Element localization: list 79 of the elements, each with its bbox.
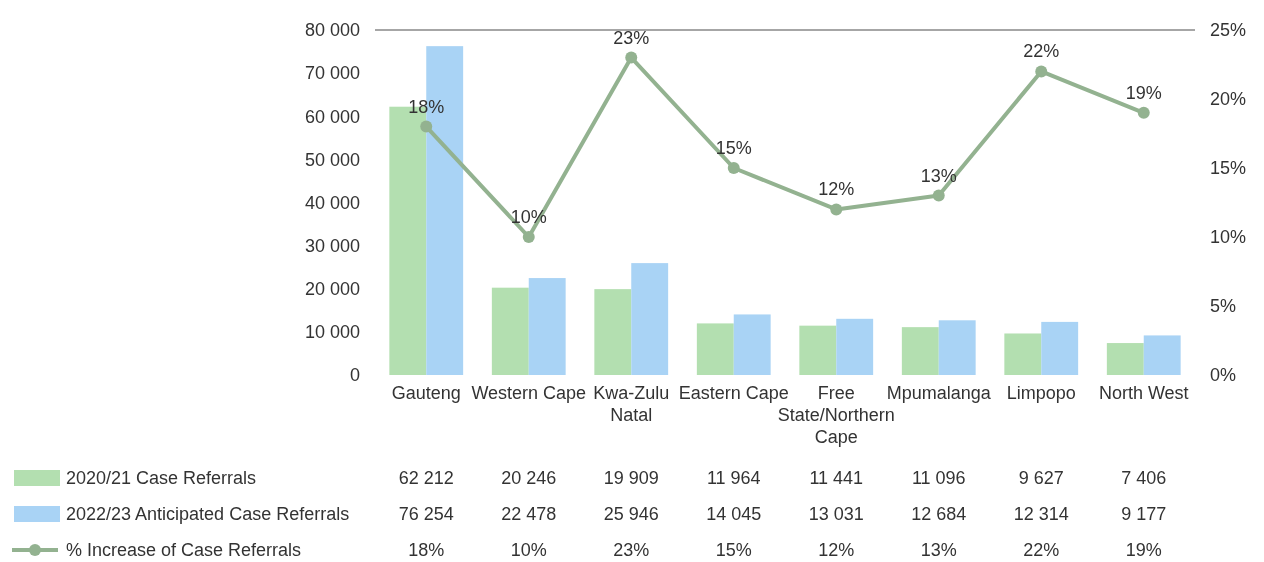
bar (528, 278, 566, 375)
point (1137, 106, 1150, 119)
text: 22% (1023, 41, 1060, 62)
data-label: 10% (510, 540, 547, 560)
y-tick-label: 70 000 (304, 63, 360, 84)
legend-label: 2020/21 Case Referrals (66, 468, 257, 488)
x-tick-label: Western Cape (471, 383, 587, 403)
data-label: 19% (1125, 540, 1162, 560)
data-label: 62 212 (398, 468, 454, 488)
y2-tick-label: 20% (1210, 89, 1247, 110)
bar (901, 327, 939, 375)
data-label: 9 627 (1018, 468, 1064, 488)
bar (594, 289, 632, 375)
y-tick-label: 80 000 (304, 20, 360, 41)
data-label: 76 254 (398, 504, 454, 524)
bar (1041, 321, 1079, 375)
y-tick-label: 20 000 (304, 279, 360, 300)
data-label: 7 406 (1121, 468, 1167, 488)
y-tick-label: 40 000 (304, 192, 360, 213)
data-label: 22% (1023, 540, 1060, 560)
x-tick-label: Limpopo (1006, 383, 1076, 403)
data-label: 15% (715, 540, 752, 560)
data-label: 12 684 (911, 504, 967, 524)
data-label: 11 441 (809, 468, 864, 488)
x-tick-label: Mpumalanga (886, 383, 992, 403)
y-tick-label: 0 (349, 365, 360, 386)
data-label: 19 909 (603, 468, 659, 488)
y2-tick-label: 5% (1210, 296, 1237, 317)
data-label: 22 478 (501, 504, 557, 524)
y-tick-label: 30 000 (304, 235, 360, 256)
legend-label: 2022/23 Anticipated Case Referrals (66, 504, 350, 524)
text: 10% (510, 207, 547, 227)
x-tick-label: North West (1098, 383, 1189, 403)
point (625, 51, 638, 64)
text: 19% (1125, 82, 1162, 103)
data-label: 14 045 (706, 504, 762, 524)
x-tick-label: Eastern Cape (678, 383, 789, 403)
point (830, 203, 843, 216)
data-label: 23% (613, 540, 650, 560)
y2-tick-label: 10% (1210, 227, 1247, 248)
point (932, 189, 945, 202)
data-label: 11 096 (911, 468, 966, 488)
point (727, 162, 740, 174)
data-label: 20 246 (501, 468, 557, 488)
x-tick-label: Kwa-Zulu Natal (593, 383, 670, 425)
bar (836, 318, 874, 375)
text: 12% (818, 179, 855, 200)
data-label: 12 314 (1013, 504, 1069, 524)
legend-label: % Increase of Case Referrals (66, 540, 302, 560)
bar (491, 287, 529, 375)
bar (1106, 343, 1144, 375)
data-label: 13% (920, 540, 957, 560)
text: 23% (613, 27, 650, 48)
bar (1143, 335, 1181, 375)
point (420, 120, 433, 133)
text: 15% (715, 138, 752, 158)
y2-tick-label: 0% (1210, 365, 1237, 386)
text: 18% (408, 96, 445, 117)
y-tick-label: 10 000 (304, 322, 360, 343)
y-tick-label: 60 000 (304, 106, 360, 127)
point (1035, 65, 1048, 78)
y2-tick-label: 15% (1210, 158, 1247, 179)
point (522, 231, 535, 243)
y-tick-label: 50 000 (304, 149, 360, 170)
bar (799, 325, 837, 375)
text: 13% (920, 165, 957, 186)
data-label: 25 946 (603, 504, 659, 524)
y2-tick-label: 25% (1210, 20, 1247, 41)
bar (696, 323, 734, 375)
data-label: 9 177 (1121, 504, 1167, 524)
data-label: 13 031 (808, 504, 864, 524)
bar (938, 320, 976, 375)
bar (733, 314, 771, 375)
bar (1004, 333, 1042, 375)
x-tick-label: Gauteng (391, 383, 461, 403)
bar (631, 263, 669, 375)
data-label: 11 964 (706, 468, 761, 488)
data-label: 12% (818, 540, 855, 560)
data-label: 18% (408, 540, 445, 560)
